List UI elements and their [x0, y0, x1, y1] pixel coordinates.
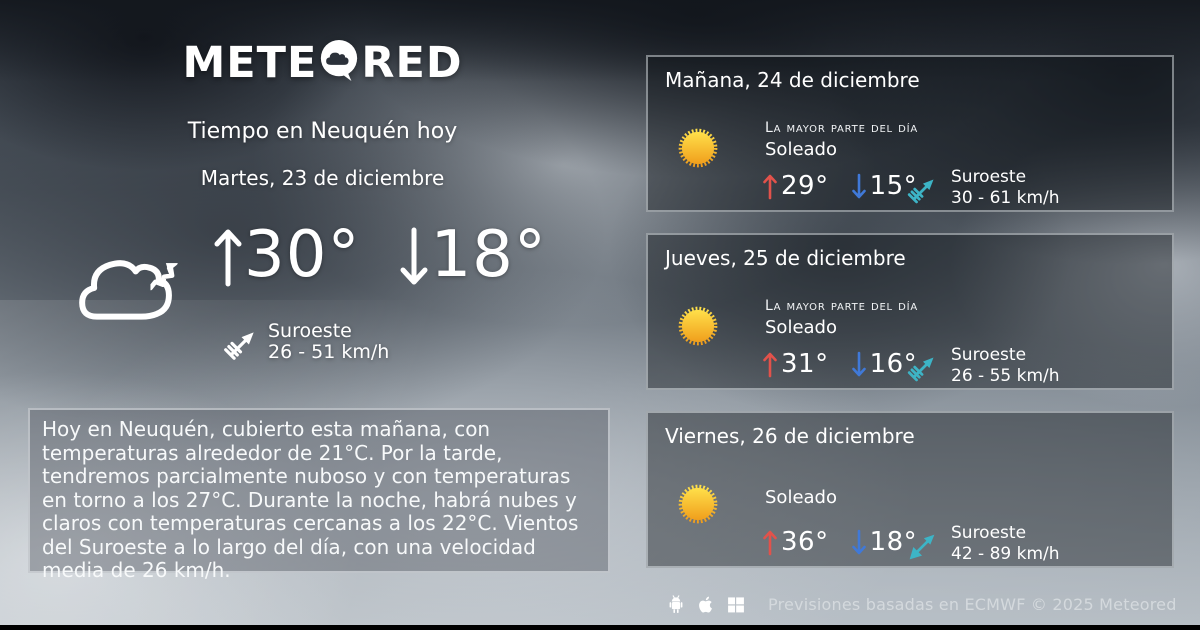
meteored-logo-link[interactable]: METE RED [182, 38, 462, 88]
partly-cloudy-icon [79, 235, 178, 320]
low-temp-down-arrow-icon [851, 351, 866, 376]
card-wind-direction: Suroeste [951, 345, 1027, 365]
current-date: Martes, 23 de diciembre [200, 166, 445, 190]
forecast-card-tomorrow[interactable]: Mañana, 24 de diciembre La mayor parte d… [646, 55, 1174, 212]
card-low-value: 16° [869, 349, 918, 379]
speech-bubble-cloud-icon [321, 40, 358, 82]
card-date: Viernes, 26 de diciembre [665, 424, 915, 448]
footer: Previsiones basadas en ECMWF © 2025 Mete… [666, 594, 1177, 615]
today-high-value: 30° [244, 218, 361, 292]
today-low-value: 18° [430, 218, 547, 292]
wind-barb-arrow-icon [907, 179, 934, 203]
meteored-logo: METE RED [0, 38, 645, 88]
sunny-icon [678, 306, 718, 346]
card-condition: Soleado [765, 139, 837, 160]
forecast-card-thursday[interactable]: Jueves, 25 de diciembre La mayor parte d… [646, 233, 1174, 390]
card-low-value: 15° [869, 171, 918, 201]
today-high: 30° [212, 222, 360, 288]
windows-icon[interactable] [726, 594, 746, 615]
card-period-label: La mayor parte del día [765, 120, 919, 136]
card-wind-direction: Suroeste [951, 523, 1027, 543]
card-wind: Suroeste 30 - 61 km/h [906, 167, 1060, 209]
logo-text-post: RED [361, 37, 463, 88]
card-low-value: 18° [869, 527, 918, 557]
card-wind-speed: 42 - 89 km/h [951, 544, 1060, 564]
sunny-icon [678, 484, 718, 524]
card-period-label: La mayor parte del día [765, 298, 919, 314]
page-title: Tiempo en Neuquén hoy [187, 119, 458, 144]
wind-barb-arrow-icon [907, 357, 934, 381]
logo-text-pre: METE [182, 37, 318, 88]
wind-dart-arrow-icon [909, 534, 935, 559]
card-condition: Soleado [765, 487, 837, 508]
card-high-value: 36° [781, 527, 829, 557]
high-temp-up-arrow-icon [763, 352, 777, 377]
today-low: 18° [398, 222, 546, 288]
forecast-card-friday[interactable]: Viernes, 26 de diciembre Soleado 36° 18°… [646, 411, 1174, 568]
today-wind: Suroeste 26 - 51 km/h [222, 320, 389, 364]
sun-rays-overlay [0, 300, 720, 630]
low-temp-down-arrow-icon [400, 227, 428, 285]
card-wind: Suroeste 26 - 55 km/h [906, 345, 1060, 387]
high-temp-up-arrow-icon [763, 174, 777, 199]
attribution-text: Previsiones basadas en ECMWF © 2025 Mete… [768, 595, 1177, 614]
low-temp-down-arrow-icon [851, 529, 866, 554]
card-high-value: 29° [781, 171, 829, 201]
card-high-value: 31° [781, 349, 829, 379]
card-condition: Soleado [765, 317, 837, 338]
today-wind-speed: 26 - 51 km/h [268, 341, 390, 363]
bottom-black-bar [0, 625, 1200, 630]
card-wind-speed: 30 - 61 km/h [951, 188, 1060, 208]
android-icon[interactable] [666, 594, 686, 615]
high-temp-up-arrow-icon [763, 530, 777, 555]
wind-barb-arrow-icon [224, 332, 254, 360]
card-date: Jueves, 25 de diciembre [665, 246, 906, 270]
apple-icon[interactable] [696, 594, 716, 615]
card-date: Mañana, 24 de diciembre [665, 68, 920, 92]
low-temp-down-arrow-icon [851, 173, 866, 198]
card-wind-direction: Suroeste [951, 167, 1027, 187]
forecast-summary-text: Hoy en Neuquén, cubierto esta mañana, co… [28, 408, 610, 582]
high-temp-up-arrow-icon [214, 229, 242, 287]
today-wind-direction: Suroeste [268, 320, 352, 342]
sunny-icon [678, 128, 718, 168]
card-wind-speed: 26 - 55 km/h [951, 366, 1060, 386]
card-wind: Suroeste 42 - 89 km/h [906, 523, 1060, 565]
